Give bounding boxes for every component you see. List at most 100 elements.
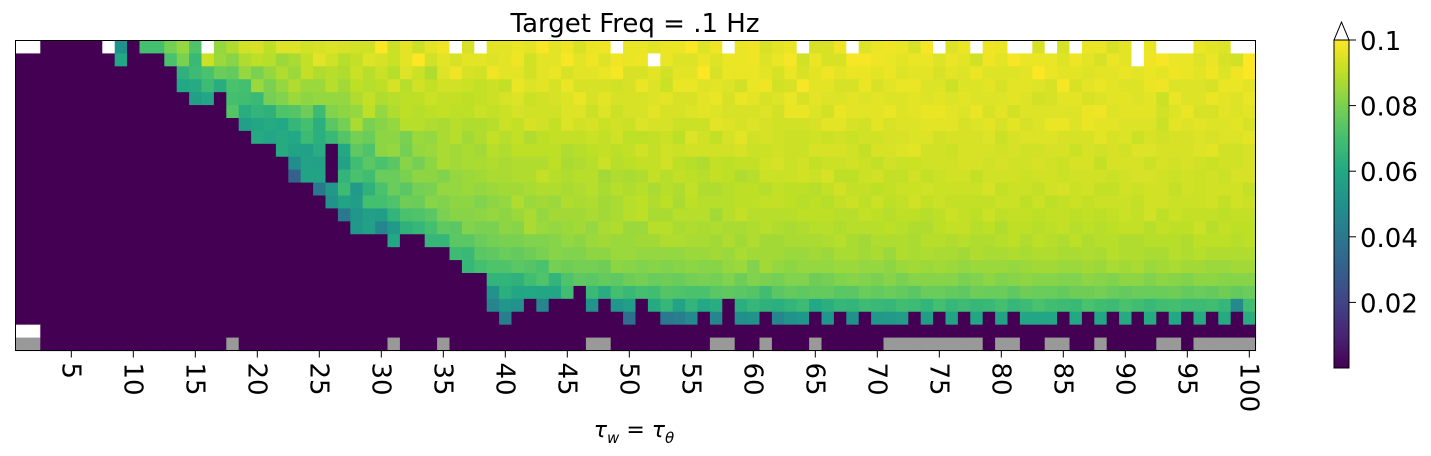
heatmap-cell — [957, 156, 971, 171]
heatmap-cell — [201, 66, 215, 80]
heatmap-cell — [449, 118, 463, 132]
heatmap-cell — [647, 53, 661, 67]
heatmap-cell — [635, 105, 649, 119]
heatmap-cell — [89, 118, 103, 132]
heatmap-cell — [1044, 40, 1058, 55]
heatmap-cell — [660, 324, 674, 339]
heatmap-cell — [1032, 79, 1046, 93]
heatmap-cell — [1131, 53, 1145, 67]
heatmap-cell — [461, 273, 475, 287]
heatmap-cell — [883, 118, 897, 132]
heatmap-cell — [474, 182, 488, 197]
heatmap-cell — [1094, 143, 1108, 158]
heatmap-cell — [1193, 324, 1207, 339]
heatmap-cell — [1156, 195, 1170, 210]
heatmap-cell — [337, 298, 351, 313]
heatmap-cell — [747, 156, 761, 171]
heatmap-cell — [883, 221, 897, 235]
heatmap-cell — [685, 169, 699, 184]
heatmap-cell — [1168, 53, 1182, 67]
heatmap-cell — [610, 311, 624, 326]
x-tick-label: 50 — [613, 363, 643, 396]
heatmap-cell — [102, 105, 116, 119]
heatmap-cell — [1131, 118, 1145, 132]
heatmap-cell — [65, 234, 79, 248]
heatmap-cell — [151, 66, 165, 80]
heatmap-cell — [65, 105, 79, 119]
heatmap-cell — [89, 169, 103, 184]
heatmap-cell — [1168, 221, 1182, 235]
heatmap-cell — [647, 105, 661, 119]
heatmap-cell — [263, 53, 277, 67]
heatmap-cell — [895, 298, 909, 313]
heatmap-cell — [796, 247, 810, 261]
heatmap-cell — [784, 66, 798, 80]
heatmap-cell — [1131, 105, 1145, 119]
heatmap-cell — [784, 53, 798, 67]
heatmap-cell — [1193, 130, 1207, 145]
heatmap-cell — [176, 273, 190, 287]
heatmap-cell — [139, 285, 153, 300]
heatmap-cell — [337, 221, 351, 235]
heatmap-cell — [933, 156, 947, 171]
heatmap-cell — [833, 40, 847, 55]
heatmap-cell — [499, 337, 513, 352]
heatmap-cell — [784, 285, 798, 300]
heatmap-cell — [722, 143, 736, 158]
heatmap-cell — [1007, 130, 1021, 145]
heatmap-cell — [325, 156, 339, 171]
heatmap-cell — [15, 285, 29, 300]
heatmap-cell — [1069, 143, 1083, 158]
heatmap-cell — [288, 105, 302, 119]
heatmap-cell — [858, 234, 872, 248]
heatmap-cell — [114, 143, 128, 158]
heatmap-cell — [933, 92, 947, 106]
heatmap-cell — [660, 105, 674, 119]
heatmap-cell — [945, 337, 959, 352]
heatmap-cell — [238, 298, 252, 313]
heatmap-cell — [437, 130, 451, 145]
heatmap-cell — [40, 208, 54, 222]
heatmap-cell — [895, 247, 909, 261]
heatmap-cell — [895, 311, 909, 326]
heatmap-cell — [1205, 92, 1219, 106]
heatmap-cell — [771, 208, 785, 222]
heatmap-cell — [573, 285, 587, 300]
heatmap-cell — [1119, 221, 1133, 235]
heatmap-cell — [548, 169, 562, 184]
heatmap-cell — [89, 156, 103, 171]
heatmap-cell — [1094, 298, 1108, 313]
heatmap-cell — [114, 130, 128, 145]
heatmap-cell — [350, 273, 364, 287]
x-tick-label: 15 — [179, 363, 209, 396]
heatmap-cell — [337, 337, 351, 352]
heatmap-cell — [1119, 92, 1133, 106]
heatmap-cell — [102, 324, 116, 339]
heatmap-cell — [821, 182, 835, 197]
heatmap-cell — [561, 53, 575, 67]
heatmap-cell — [709, 324, 723, 339]
heatmap-cell — [895, 260, 909, 274]
heatmap-cell — [957, 66, 971, 80]
heatmap-cell — [573, 118, 587, 132]
heatmap-cell — [412, 79, 426, 93]
heatmap-cell — [1168, 273, 1182, 287]
heatmap-cell — [300, 156, 314, 171]
heatmap-cell — [747, 169, 761, 184]
heatmap-cell — [375, 234, 389, 248]
heatmap-cell — [1044, 156, 1058, 171]
heatmap-cell — [982, 298, 996, 313]
heatmap-cell — [201, 195, 215, 210]
heatmap-cell — [573, 156, 587, 171]
heatmap-cell — [722, 66, 736, 80]
heatmap-cell — [957, 298, 971, 313]
heatmap-cell — [449, 92, 463, 106]
heatmap-cell — [399, 53, 413, 67]
heatmap-cell — [585, 337, 599, 352]
heatmap-cell — [437, 118, 451, 132]
heatmap-cell — [796, 92, 810, 106]
heatmap-cell — [77, 118, 91, 132]
heatmap-cell — [945, 260, 959, 274]
heatmap-cell — [1119, 208, 1133, 222]
heatmap-cell — [151, 208, 165, 222]
